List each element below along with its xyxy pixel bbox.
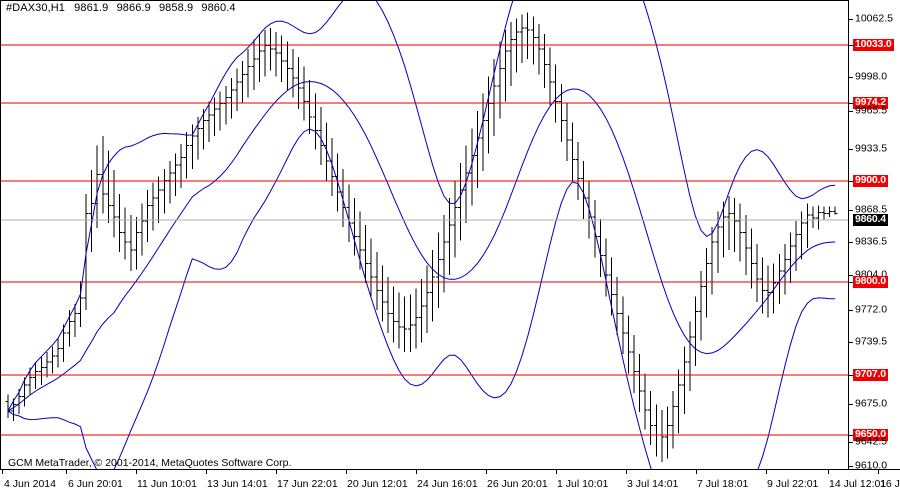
price-axis-tick [849, 103, 853, 104]
time-axis-label: 7 Jul 18:01 [697, 478, 749, 490]
time-axis-label: 4 Jun 2014 [4, 478, 56, 490]
time-axis-tick [66, 470, 67, 474]
ohlc-low-value: 9858.9 [158, 2, 194, 14]
price-axis-tick [849, 435, 853, 436]
time-axis-label: 16 Jul 16:01 [880, 478, 900, 490]
time-axis-tick [416, 470, 417, 474]
price-axis-label: 10062.5 [855, 12, 893, 25]
time-axis-tick [828, 470, 829, 474]
time-axis-tick [878, 470, 879, 474]
price-axis-tick [849, 375, 853, 376]
price-axis[interactable]: 10062.5 10033.0 9998.0 9974.2 9965.5 9933.5 99… [849, 0, 900, 472]
time-axis-label: 26 Jun 20:01 [487, 478, 548, 490]
time-axis-label: 13 Jun 14:01 [207, 478, 268, 490]
time-axis-label: 24 Jun 16:01 [417, 478, 478, 490]
price-axis-label: 9772.0 [855, 303, 888, 316]
price-axis-label: 9804.0 [855, 268, 888, 281]
price-axis-tick [849, 242, 853, 243]
time-axis-tick [556, 470, 557, 474]
price-axis-tick [849, 342, 853, 343]
time-axis-tick [206, 470, 207, 474]
price-axis-tick [849, 111, 853, 112]
price-axis-label: 9836.5 [855, 235, 888, 248]
current-price-badge[interactable]: 9860.4 [853, 213, 888, 226]
time-axis-label: 3 Jul 14:01 [627, 478, 679, 490]
price-axis-label: 9675.0 [855, 397, 888, 410]
price-axis-label: 9998.0 [855, 70, 888, 83]
time-axis-tick [276, 470, 277, 474]
chart-frame-top [0, 0, 849, 1]
time-axis-tick [346, 470, 347, 474]
time-axis-label: 11 Jun 10:01 [137, 478, 197, 490]
time-axis-label: 17 Jun 22:01 [277, 478, 338, 490]
price-level-badge[interactable]: 9974.2 [853, 96, 888, 109]
bollinger-middle-line [7, 80, 836, 412]
time-axis-label: 6 Jun 20:01 [68, 478, 123, 490]
time-axis-tick [696, 470, 697, 474]
price-level-badge[interactable]: 9800.0 [853, 275, 888, 288]
time-axis-tick [136, 470, 137, 474]
price-axis-tick [849, 310, 853, 311]
bollinger-upper-line [7, 1, 836, 412]
bollinger-bands-group [7, 1, 836, 469]
time-axis-tick [626, 470, 627, 474]
ohlc-open-value: 9861.9 [74, 2, 109, 14]
price-level-badge[interactable]: 9900.0 [853, 174, 888, 187]
price-axis-tick [849, 466, 853, 467]
price-axis-label: 9610.0 [855, 459, 888, 472]
time-axis-tick [2, 470, 3, 474]
price-axis-tick [849, 210, 853, 211]
price-axis-tick [849, 45, 853, 46]
symbol-label: #DAX30,H1 [6, 2, 65, 14]
symbol-ohlc-header: #DAX30,H1 9861.9 9866.9 9858.9 9860.4 [6, 2, 241, 14]
chart-plot-area[interactable] [1, 1, 848, 469]
time-axis-tick [766, 470, 767, 474]
chart-frame-left [0, 0, 1, 469]
price-level-badge[interactable]: 9707.0 [853, 368, 888, 381]
time-axis-label: 14 Jul 12:01 [829, 478, 887, 490]
ohlc-close-value: 9860.4 [201, 2, 236, 14]
price-axis-tick [849, 442, 853, 443]
horizontal-levels-group [1, 44, 848, 436]
copyright-notice: GCM MetaTrader, © 2001-2014, MetaQuotes … [8, 457, 292, 469]
price-axis-tick [849, 19, 853, 20]
time-axis-label: 9 Jul 22:01 [767, 478, 819, 490]
chart-frame-bottom [0, 469, 900, 470]
price-axis-label: 9642.5 [855, 435, 888, 448]
price-axis-label: 9868.5 [855, 203, 888, 216]
chart-frame-right [848, 0, 849, 469]
price-axis-tick [849, 404, 853, 405]
price-axis-tick [849, 149, 853, 150]
price-axis-label: 9965.5 [855, 104, 888, 117]
price-axis-label: 9739.5 [855, 335, 888, 348]
time-axis-tick [486, 470, 487, 474]
time-axis-label: 1 Jul 10:01 [557, 478, 609, 490]
price-axis-tick [849, 77, 853, 78]
time-axis[interactable]: 4 Jun 2014 6 Jun 20:01 11 Jun 10:01 13 Jun … [0, 470, 900, 500]
price-chart-svg [1, 1, 848, 469]
price-level-badge[interactable]: 9650.0 [853, 428, 888, 441]
price-axis-tick [849, 181, 853, 182]
bollinger-lower-line [7, 128, 836, 469]
price-level-badge[interactable]: 10033.0 [853, 38, 894, 51]
ohlc-high-value: 9866.9 [116, 2, 151, 14]
ohlc-bars-group [5, 12, 838, 463]
price-axis-tick [849, 275, 853, 276]
time-axis-label: 20 Jun 12:01 [347, 478, 408, 490]
price-axis-label: 9933.5 [855, 142, 888, 155]
price-axis-tick [849, 282, 853, 283]
